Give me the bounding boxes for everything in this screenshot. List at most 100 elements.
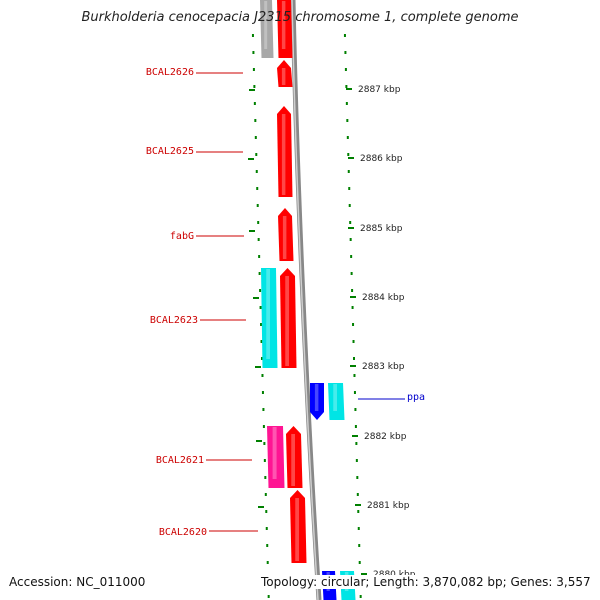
guide-dot bbox=[346, 119, 349, 122]
genome-summary-text: Topology: circular; Length: 3,870,082 bp… bbox=[259, 575, 593, 589]
gene-bcal2621[interactable] bbox=[286, 426, 303, 488]
guide-dot bbox=[355, 442, 358, 445]
guide-dot bbox=[264, 476, 267, 479]
guide-dot bbox=[358, 561, 361, 564]
gene-pink[interactable] bbox=[267, 426, 285, 488]
scale-tick-label: 2881 kbp bbox=[367, 501, 410, 511]
guide-dot bbox=[266, 544, 269, 547]
guide-dot bbox=[263, 459, 266, 462]
scale-tick-label: 2886 kbp bbox=[360, 154, 403, 164]
gene-ppa[interactable] bbox=[310, 383, 324, 420]
gene-shading bbox=[264, 1, 268, 49]
gene-bcal2620[interactable] bbox=[290, 490, 307, 563]
guide-dot bbox=[352, 357, 355, 360]
gene-labels: BCAL2626 BCAL2625 fabG BCAL2623 ppa BCAL2621 B… bbox=[146, 67, 425, 538]
guide-dot bbox=[352, 323, 355, 326]
scale-tick-label: 2884 kbp bbox=[362, 293, 405, 303]
guide-dot bbox=[348, 187, 351, 190]
gene-shading bbox=[272, 427, 277, 479]
left-scale-tick bbox=[255, 366, 261, 368]
guide-dot bbox=[348, 204, 351, 207]
guide-dot bbox=[353, 374, 356, 377]
scale-tick-label: 2882 kbp bbox=[364, 432, 407, 442]
guide-dot bbox=[349, 221, 352, 224]
guide-dot bbox=[265, 510, 268, 513]
gene-shading bbox=[333, 384, 337, 411]
pseudo-gene-block[interactable] bbox=[260, 0, 274, 58]
gene-label-bcal2626[interactable]: BCAL2626 bbox=[146, 67, 194, 78]
gene-label-bcal2623[interactable]: BCAL2623 bbox=[150, 315, 198, 326]
gene-shading bbox=[291, 434, 295, 486]
guide-dot bbox=[353, 391, 356, 394]
guide-dot bbox=[349, 238, 352, 241]
guide-dot bbox=[357, 510, 360, 513]
guide-dot bbox=[260, 340, 263, 343]
guide-dot bbox=[262, 408, 265, 411]
guide-dot bbox=[358, 544, 361, 547]
guide-dot bbox=[350, 255, 353, 258]
guide-dot bbox=[352, 340, 355, 343]
gene-shading bbox=[281, 114, 286, 195]
guide-dot bbox=[251, 34, 254, 37]
gene-shading bbox=[285, 276, 289, 366]
guide-dot bbox=[259, 306, 262, 309]
left-scale-tick bbox=[253, 297, 259, 299]
scale-tick-mark bbox=[361, 573, 367, 575]
gene-bcal2625[interactable] bbox=[277, 106, 293, 197]
guide-dot bbox=[356, 493, 359, 496]
guide-dot bbox=[265, 527, 268, 530]
gene-reverse-cyan[interactable] bbox=[261, 268, 278, 368]
guide-dot bbox=[253, 85, 256, 88]
guide-dot bbox=[357, 527, 360, 530]
gene-label-bcal2625[interactable]: BCAL2625 bbox=[146, 146, 194, 157]
guide-dot bbox=[255, 153, 258, 156]
gene-label-bcal2620[interactable]: BCAL2620 bbox=[159, 527, 207, 538]
gene-reverse-cyan-2[interactable] bbox=[328, 383, 345, 420]
guide-dot bbox=[343, 34, 346, 37]
scale-tick-mark bbox=[350, 365, 356, 367]
track-dotted-guides bbox=[251, 34, 362, 598]
guide-dot bbox=[346, 136, 349, 139]
guide-dot bbox=[347, 170, 350, 173]
scale-tick-mark bbox=[348, 227, 354, 229]
guide-dot bbox=[254, 136, 257, 139]
scale-tick-label: 2887 kbp bbox=[358, 85, 401, 95]
scale-tick-mark bbox=[352, 435, 358, 437]
guide-dot bbox=[354, 425, 357, 428]
gene-shading bbox=[314, 384, 319, 411]
gene-fabg[interactable] bbox=[278, 208, 294, 261]
guide-dot bbox=[264, 493, 267, 496]
gene-block[interactable] bbox=[277, 0, 293, 58]
guide-dot bbox=[259, 289, 262, 292]
gene-shading bbox=[266, 269, 270, 359]
guide-dot bbox=[345, 102, 348, 105]
gene-shading bbox=[281, 1, 286, 49]
backbone-highlight bbox=[291, 0, 319, 600]
scale-tick-mark bbox=[348, 157, 354, 159]
accession-text: Accession: NC_011000 bbox=[7, 575, 148, 589]
guide-dot bbox=[263, 442, 266, 445]
gene-label-fabg[interactable]: fabG bbox=[170, 231, 194, 242]
genome-title: Burkholderia cenocepacia J2315 chromosom… bbox=[81, 10, 519, 25]
guide-dot bbox=[344, 68, 347, 71]
guide-dot bbox=[347, 153, 350, 156]
guide-dot bbox=[351, 289, 354, 292]
gene-bcal2626[interactable] bbox=[277, 60, 293, 87]
scale-tick-mark bbox=[355, 504, 361, 506]
guide-dot bbox=[359, 595, 362, 598]
left-scale-tick bbox=[249, 89, 255, 91]
guide-dot bbox=[261, 391, 264, 394]
guide-dot bbox=[256, 204, 259, 207]
gene-label-bcal2621[interactable]: BCAL2621 bbox=[156, 455, 204, 466]
gene-shading bbox=[295, 498, 299, 561]
guide-dot bbox=[252, 51, 255, 54]
guide-dot bbox=[258, 255, 261, 258]
guide-dot bbox=[261, 374, 264, 377]
gene-label-ppa[interactable]: ppa bbox=[407, 392, 425, 403]
guide-dot bbox=[252, 68, 255, 71]
gene-bcal2623[interactable] bbox=[280, 268, 297, 368]
gene-features bbox=[260, 0, 356, 600]
left-scale-tick bbox=[249, 230, 255, 232]
guide-dot bbox=[351, 306, 354, 309]
